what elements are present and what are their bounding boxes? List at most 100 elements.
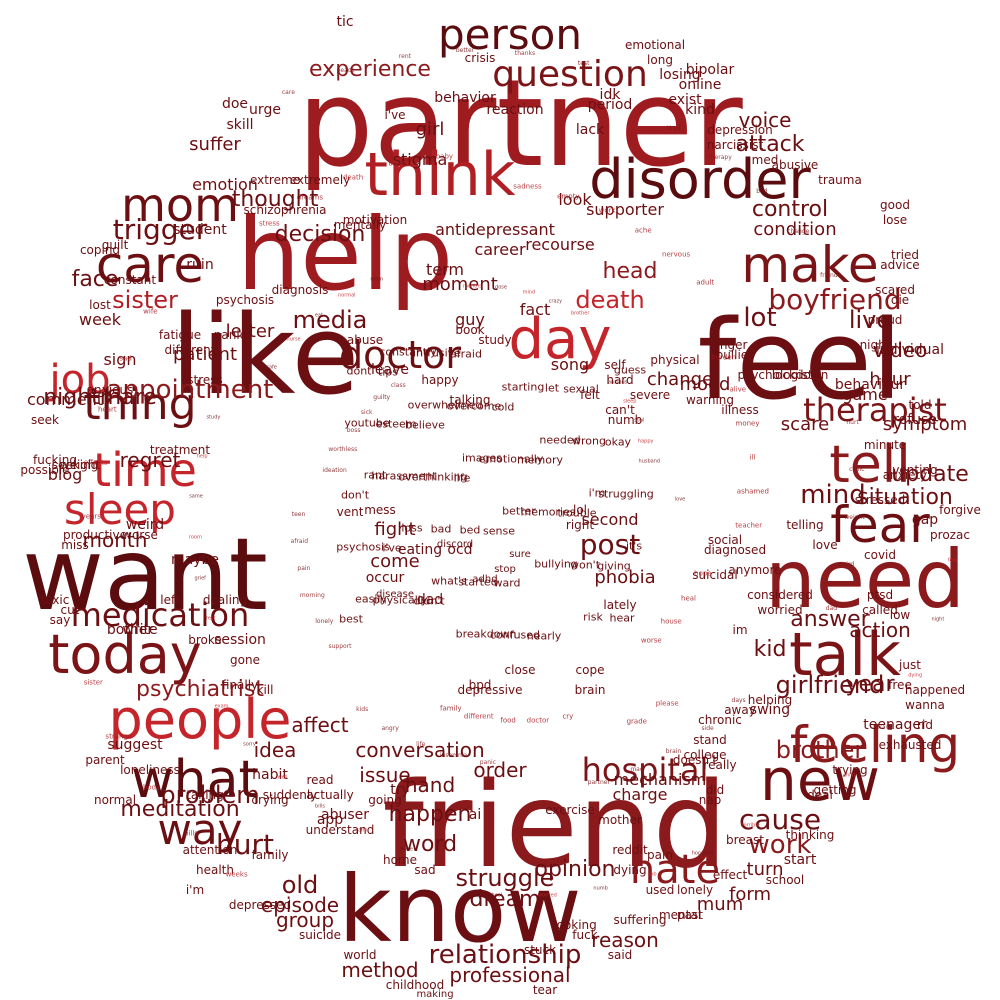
word-cause: cause: [738, 803, 822, 836]
word-way: way: [157, 805, 243, 854]
word-new: new: [760, 746, 880, 814]
word-afraid: afraid: [450, 347, 482, 361]
word-class: class: [390, 381, 406, 389]
word-friend: friend: [382, 756, 728, 894]
word-word: word: [402, 832, 458, 857]
word-taking: taking: [186, 788, 224, 802]
word-health: health: [196, 863, 234, 877]
word-diagnosed: diagnosed: [703, 543, 767, 557]
word-need: need: [765, 533, 965, 626]
word-boyfriend: boyfriend: [768, 283, 902, 316]
word-right: right: [565, 518, 595, 532]
word-death: death: [342, 173, 364, 182]
word-idea: idea: [253, 738, 297, 762]
word-world: world: [343, 948, 377, 962]
word-confused: confused: [489, 628, 541, 642]
word-kill: kill: [256, 683, 274, 697]
word-breakdown: breakdown: [455, 627, 517, 641]
word-sister: sister: [112, 286, 178, 314]
word-lonely: lonely: [315, 618, 334, 626]
word-depressed: depressed: [228, 898, 292, 912]
word-warning: warning: [685, 393, 735, 407]
word-heal: heal: [681, 594, 696, 603]
word-comment: comment: [26, 390, 104, 409]
word-refuse: refuse: [893, 412, 937, 428]
word-called: called: [862, 603, 898, 617]
word-make: make: [741, 236, 879, 294]
word-worthless: worthless: [328, 445, 358, 453]
word-started: started: [458, 575, 498, 589]
word-mother: mother: [598, 813, 642, 827]
word-scared: scared: [877, 724, 894, 731]
word-fuck: fuck: [572, 928, 598, 942]
word-feeling: feeling: [789, 716, 961, 774]
word-ptsd: ptsd: [866, 588, 894, 602]
word-weeks: weeks: [225, 870, 248, 879]
word-overwhelmed: overwhelmed: [407, 398, 483, 412]
word-broke: broke: [188, 633, 222, 647]
word-nearly: nearly: [526, 629, 562, 643]
word-want: want: [22, 516, 268, 633]
word-diagnosis: diagnosis: [271, 283, 329, 297]
word-skill: skill: [226, 117, 254, 133]
word-venting: venting: [892, 463, 938, 477]
word-used: used: [645, 883, 675, 897]
word-happened: happened: [904, 683, 966, 697]
word-hour: hour: [869, 369, 911, 390]
word-lot: lot: [743, 303, 777, 333]
word-test: test: [577, 60, 590, 67]
word-phobia: phobia: [594, 567, 656, 588]
word-don-t: don't: [340, 488, 370, 502]
word-family: family: [439, 704, 462, 713]
word-exhausted: exhausted: [878, 738, 942, 752]
word-anxiety: anxiety: [882, 468, 928, 482]
word-ache: ache: [634, 226, 652, 235]
word-appointment: appointment: [106, 375, 274, 405]
word-think: think: [364, 140, 516, 210]
word-felt: felt: [580, 388, 600, 402]
word-intrusive: intrusive: [413, 346, 461, 360]
word-trigger: trigger: [112, 213, 208, 246]
word-abuser: abuser: [320, 807, 370, 823]
word-lol: lol: [572, 503, 588, 517]
word-book: book: [455, 323, 485, 337]
word-hopeless: hopeless: [691, 850, 714, 857]
word-exam: exam: [214, 703, 229, 710]
word-soul: soul: [634, 417, 645, 424]
word-post: post: [579, 528, 641, 561]
word-stressed: stressed: [854, 493, 906, 507]
word-disease: disease: [376, 589, 414, 600]
word-husband: husband: [638, 458, 661, 465]
word-suffering: suffering: [613, 913, 667, 927]
word-severe: severe: [629, 388, 671, 402]
word-say: say: [49, 613, 71, 627]
word-wrong: wrong: [572, 434, 606, 448]
word-youtube: youtube: [344, 416, 390, 430]
word-swing: swing: [749, 702, 791, 718]
word-blog: blog: [47, 465, 83, 484]
word-adhd: adhd: [472, 574, 498, 585]
word-order: order: [473, 758, 527, 782]
word-i-m: i'm: [185, 883, 205, 897]
word-best: best: [339, 612, 363, 626]
word-ai: ai: [468, 807, 482, 823]
word-giving: giving: [597, 559, 631, 573]
word-grief: grief: [194, 575, 206, 582]
word-baby: baby: [435, 152, 454, 160]
word-study: study: [206, 414, 221, 421]
word-bullying: bullying: [534, 557, 578, 571]
word-lonely: lonely: [676, 883, 714, 897]
word-update: update: [891, 462, 969, 487]
word-week: week: [78, 310, 122, 329]
word-constant: constant: [103, 273, 157, 287]
word-bpd: bpd: [468, 678, 492, 692]
word-away: away: [724, 703, 756, 717]
word-bills: bills: [315, 803, 325, 810]
word-change: change: [787, 228, 810, 235]
word-care: care: [95, 236, 205, 294]
word-numb: numb: [607, 413, 643, 427]
word-trouble: trouble: [557, 506, 597, 520]
word-illness: illness: [721, 403, 759, 417]
word-affect: affect: [291, 713, 349, 737]
word-tell: tell: [829, 435, 911, 495]
